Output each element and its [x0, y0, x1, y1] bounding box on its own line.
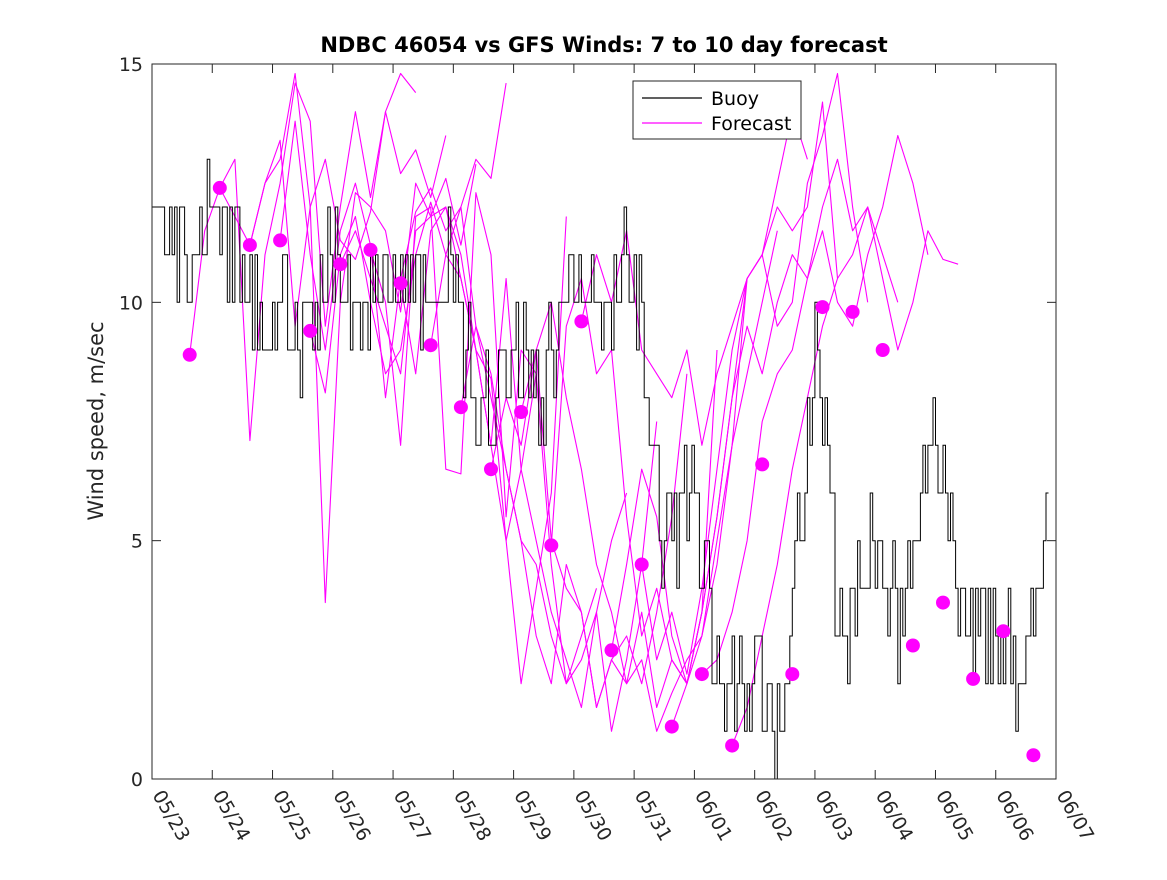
forecast-point: [303, 323, 318, 338]
forecast-point: [815, 300, 830, 315]
forecast-line-18: [701, 134, 929, 675]
y-tick-label: 10: [119, 292, 143, 314]
forecast-point: [845, 304, 860, 319]
forecast-point: [182, 347, 197, 362]
y-tick-label: 0: [131, 769, 143, 791]
forecast-point: [664, 719, 679, 734]
forecast-point: [785, 667, 800, 682]
forecast-line-13: [550, 230, 778, 685]
forecast-point: [423, 338, 438, 353]
forecast-line-3: [249, 72, 477, 604]
forecast-point: [755, 457, 770, 472]
y-tick-label: 15: [119, 54, 143, 76]
forecast-line-9: [430, 206, 658, 732]
forecast-point: [634, 557, 649, 572]
forecast-point: [725, 738, 740, 753]
forecast-point: [514, 405, 529, 419]
forecast-point: [273, 233, 288, 248]
forecast-line-16: [641, 72, 869, 675]
legend-label-buoy: Buoy: [711, 88, 759, 110]
forecast-point: [453, 400, 468, 415]
y-axis-label: Wind speed, m/sec: [84, 321, 108, 520]
forecast-point: [242, 238, 257, 253]
forecast-point: [694, 667, 709, 682]
legend-box: [632, 80, 802, 140]
forecast-point: [604, 643, 619, 658]
forecast-point: [875, 343, 890, 357]
forecast-point: [905, 638, 920, 653]
forecast-point: [574, 314, 589, 329]
forecast-point: [484, 462, 498, 477]
forecast-point: [333, 257, 348, 272]
forecast-point: [1026, 748, 1041, 763]
buoy-line: [152, 158, 1049, 779]
forecast-point: [393, 276, 408, 291]
y-tick-label: 5: [131, 531, 143, 553]
legend-label-forecast: Forecast: [711, 113, 791, 135]
forecast-point: [966, 671, 981, 686]
chart-title: NDBC 46054 vs GFS Winds: 7 to 10 day for…: [320, 33, 887, 57]
forecast-point: [544, 538, 559, 553]
forecast-line-1: [189, 72, 417, 442]
forecast-line-14: [580, 111, 808, 446]
forecast-point: [996, 624, 1011, 639]
legend: Buoy Forecast: [632, 80, 802, 140]
axes-box: [151, 63, 1057, 780]
forecast-line-19: [731, 206, 959, 746]
forecast-point: [212, 180, 227, 195]
forecast-point: [936, 595, 950, 610]
plot-area: [152, 72, 1049, 779]
forecast-point: [363, 242, 378, 257]
forecast-line-5: [309, 201, 537, 542]
